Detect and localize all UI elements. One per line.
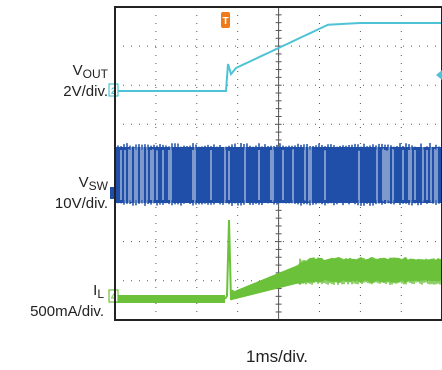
vsw-label: VSW 10V/div.: [54, 174, 108, 212]
timebase-label: 1ms/div.: [246, 347, 309, 366]
plot-frame: [114, 6, 442, 321]
trigger-marker: T: [221, 12, 230, 28]
traces: [114, 22, 442, 303]
vout-label: VOUT 2V/div.: [63, 62, 108, 100]
channel-marker-4: 4: [108, 289, 119, 303]
il-label: IL 500mA/div.: [30, 282, 104, 320]
svg-text:T: T: [222, 16, 228, 27]
trace-vout: [115, 22, 442, 92]
channel-marker-2: 2: [108, 83, 119, 97]
svg-text:2: 2: [111, 86, 116, 96]
trace-il: [115, 219, 442, 303]
trace-vsw: [114, 143, 442, 208]
offset-arrow-icon: [436, 70, 442, 80]
svg-text:4: 4: [111, 292, 116, 302]
